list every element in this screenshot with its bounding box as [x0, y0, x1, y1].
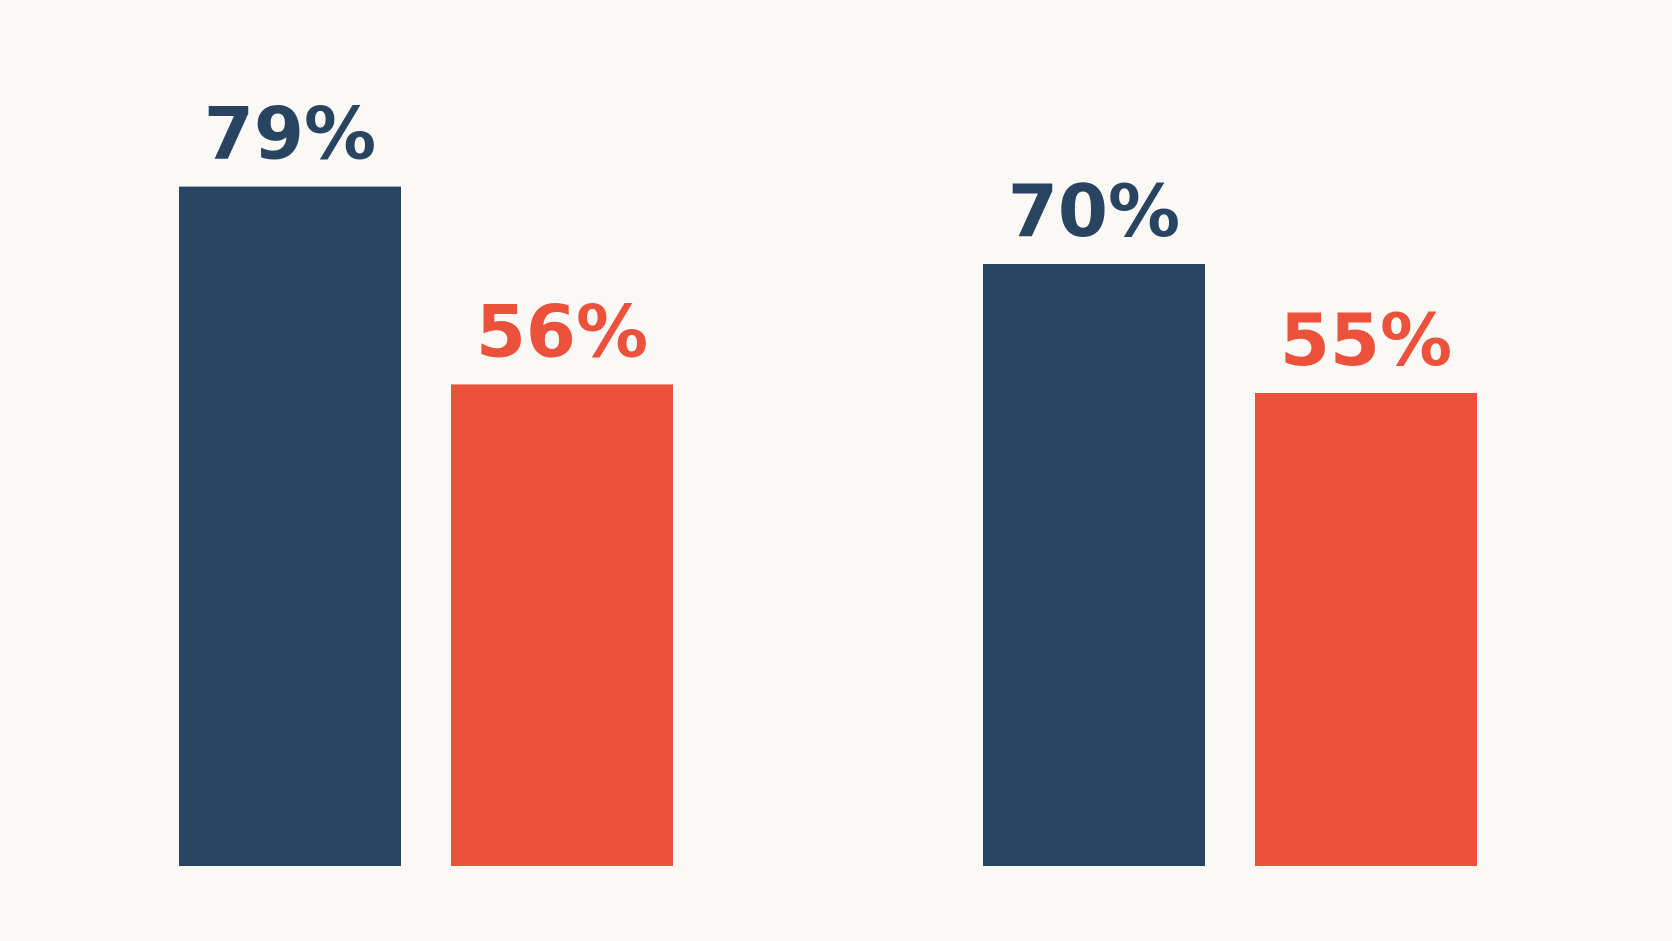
value-label: 70%	[1008, 169, 1180, 253]
bar	[451, 384, 673, 866]
bar	[179, 186, 401, 867]
value-label: 79%	[204, 92, 376, 176]
bar	[1255, 393, 1477, 866]
value-label: 56%	[476, 289, 648, 373]
bar	[983, 264, 1205, 866]
value-label: 55%	[1280, 298, 1452, 382]
